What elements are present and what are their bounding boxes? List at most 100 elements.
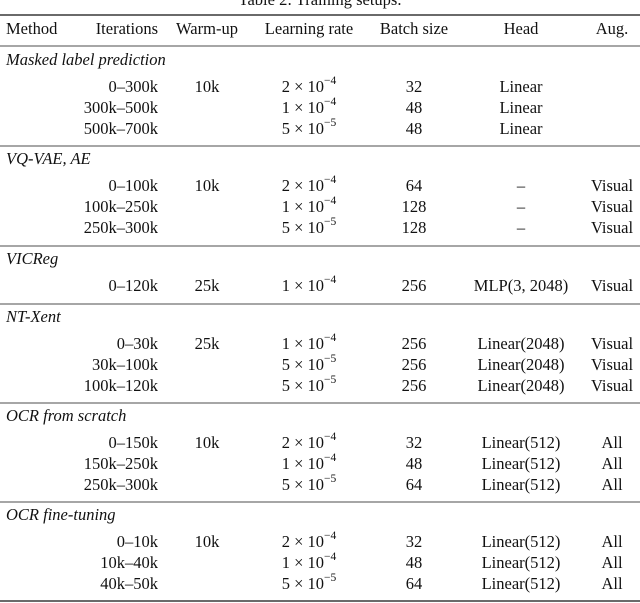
cell-batch: 48 [406,98,423,117]
lr-exponent: −5 [324,353,336,365]
section-name: NT-Xent [5,307,61,326]
lr-mantissa: 1 × 10 [282,334,324,353]
cell-aug: Visual [591,355,634,374]
cell-iterations: 300k–500k [84,98,159,117]
cell-batch: 256 [402,376,427,395]
cell-batch: 48 [406,454,423,473]
cell-aug: All [601,454,623,473]
learning-rate: 1 × 10−4 [282,332,337,353]
cell-batch: 64 [406,176,423,195]
cell-aug: All [601,475,623,494]
cell-head: MLP(3, 2048) [474,276,568,295]
section-name: Masked label prediction [5,50,166,69]
cell-head: Linear [499,98,543,117]
lr-mantissa: 2 × 10 [282,532,324,551]
cell-iterations: 250k–300k [84,218,159,237]
cell-iterations: 100k–250k [84,197,159,216]
cell-head: Linear(512) [482,553,561,572]
cell-iterations: 500k–700k [84,119,159,138]
lr-mantissa: 5 × 10 [282,475,324,494]
learning-rate: 5 × 10−5 [282,117,337,138]
lr-exponent: −4 [324,551,336,563]
cell-batch: 48 [406,119,423,138]
lr-exponent: −4 [324,332,336,344]
cell-iterations: 10k–40k [100,553,159,572]
learning-rate: 5 × 10−5 [282,473,337,494]
cell-batch: 48 [406,553,423,572]
lr-mantissa: 1 × 10 [282,276,324,295]
cell-warmup: 25k [195,334,221,353]
cell-iterations: 40k–50k [100,574,159,593]
cell-warmup: 10k [195,77,221,96]
cell-batch: 256 [402,355,427,374]
lr-mantissa: 5 × 10 [282,119,324,138]
lr-mantissa: 1 × 10 [282,454,324,473]
cell-head: – [516,197,526,216]
cell-head: Linear [499,119,543,138]
cell-aug: All [601,553,623,572]
lr-exponent: −4 [324,274,336,286]
column-header: Batch size [380,19,448,38]
cell-aug: Visual [591,218,634,237]
cell-warmup: 10k [195,433,221,452]
lr-exponent: −4 [324,174,336,186]
cell-warmup: 10k [195,176,221,195]
lr-mantissa: 1 × 10 [282,553,324,572]
cell-warmup: 25k [195,276,221,295]
column-header: Head [504,19,540,38]
lr-mantissa: 5 × 10 [282,355,324,374]
cell-iterations: 250k–300k [84,475,159,494]
cell-head: Linear(2048) [477,334,564,353]
cell-batch: 256 [402,334,427,353]
learning-rate: 2 × 10−4 [282,431,337,452]
cell-head: Linear(512) [482,475,561,494]
cell-iterations: 0–30k [117,334,159,353]
column-header: Aug. [596,19,629,38]
lr-exponent: −5 [324,572,336,584]
cell-head: Linear(512) [482,433,561,452]
cell-batch: 32 [406,77,423,96]
cell-head: Linear(2048) [477,376,564,395]
learning-rate: 5 × 10−5 [282,216,337,237]
learning-rate: 1 × 10−4 [282,551,337,572]
cell-head: – [516,176,526,195]
lr-mantissa: 5 × 10 [282,376,324,395]
lr-mantissa: 5 × 10 [282,218,324,237]
column-header: Iterations [96,19,158,38]
lr-mantissa: 1 × 10 [282,197,324,216]
lr-exponent: −4 [324,452,336,464]
learning-rate: 1 × 10−4 [282,96,337,117]
cell-batch: 128 [402,197,427,216]
column-header: Warm-up [176,19,238,38]
cell-head: – [516,218,526,237]
cell-aug: Visual [591,176,634,195]
lr-exponent: −4 [324,75,336,87]
cell-head: Linear [499,77,543,96]
lr-exponent: −4 [324,195,336,207]
cell-iterations: 0–120k [109,276,159,295]
table-title: Table 2: Training setups. [239,0,402,9]
cell-batch: 128 [402,218,427,237]
column-header: Learning rate [265,19,353,38]
cell-batch: 256 [402,276,427,295]
lr-mantissa: 2 × 10 [282,433,324,452]
cell-iterations: 150k–250k [84,454,159,473]
lr-exponent: −5 [324,374,336,386]
cell-aug: All [601,574,623,593]
cell-batch: 64 [406,574,423,593]
learning-rate: 1 × 10−4 [282,452,337,473]
learning-rate: 5 × 10−5 [282,572,337,593]
cell-batch: 32 [406,532,423,551]
learning-rate: 2 × 10−4 [282,75,337,96]
lr-mantissa: 2 × 10 [282,77,324,96]
cell-iterations: 30k–100k [92,355,159,374]
learning-rate: 2 × 10−4 [282,174,337,195]
learning-rate: 5 × 10−5 [282,374,337,395]
cell-aug: Visual [591,276,634,295]
section-name: OCR from scratch [6,406,126,425]
column-header: Method [6,19,58,38]
learning-rate: 5 × 10−5 [282,353,337,374]
lr-exponent: −5 [324,117,336,129]
section-name: OCR fine-tuning [6,505,116,524]
cell-aug: Visual [591,197,634,216]
